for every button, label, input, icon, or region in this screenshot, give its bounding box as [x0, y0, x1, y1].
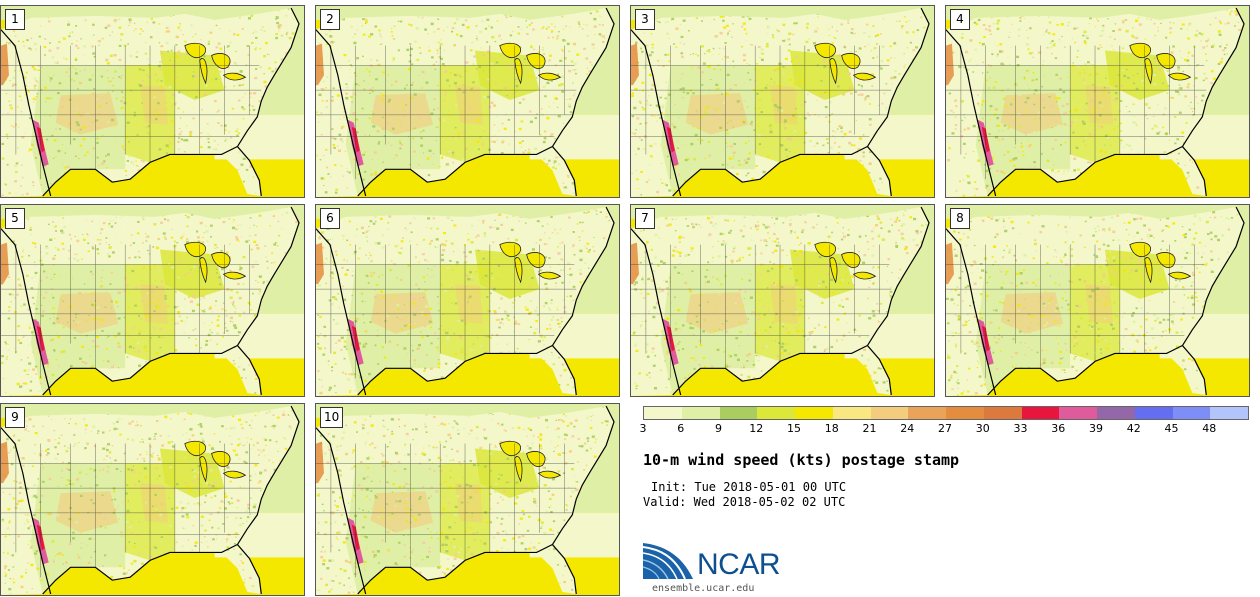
wind-speed-field [946, 205, 1249, 396]
colorbar-swatch [908, 407, 946, 419]
member-number-label: 6 [320, 208, 340, 229]
colorbar-tick-label: 21 [862, 422, 877, 435]
colorbar-tick-label: 39 [1089, 422, 1103, 435]
colorbar-tick-label: 33 [1013, 422, 1028, 435]
product-title: 10-m wind speed (kts) postage stamp [643, 451, 960, 469]
ensemble-member-map-7[interactable]: 7 [630, 204, 935, 397]
colorbar-swatch [946, 407, 984, 419]
colorbar-swatch [681, 407, 720, 419]
colorbar-swatch [795, 407, 833, 419]
colorbar-swatches [643, 406, 1249, 420]
member-number-label: 7 [635, 208, 655, 229]
colorbar-swatch [1059, 407, 1097, 419]
colorbar-tick-label: 27 [938, 422, 952, 435]
colorbar-swatch [983, 407, 1022, 419]
ensemble-member-map-5[interactable]: 5 [0, 204, 305, 397]
ensemble-member-map-8[interactable]: 8 [945, 204, 1250, 397]
colorbar-swatch [1134, 407, 1173, 419]
colorbar-swatch [719, 407, 758, 419]
init-label: Init: [651, 480, 688, 494]
member-number-label: 2 [320, 9, 340, 30]
colorbar-swatch [1172, 407, 1211, 419]
colorbar-tick-label: 48 [1202, 422, 1217, 435]
colorbar-swatch [1097, 407, 1135, 419]
wind-speed-field [631, 205, 934, 396]
init-time: Init: Tue 2018-05-01 00 UTC [651, 480, 846, 494]
colorbar-tick-label: 9 [715, 422, 722, 435]
wind-speed-field [316, 6, 619, 197]
wind-speed-field [316, 404, 619, 595]
member-number-label: 10 [320, 407, 344, 428]
colorbar-tick-label: 24 [900, 422, 915, 435]
ensemble-member-map-2[interactable]: 2 [315, 5, 620, 198]
wind-speed-field [1, 404, 304, 595]
ensemble-member-map-3[interactable]: 3 [630, 5, 935, 198]
valid-value: Wed 2018-05-02 02 UTC [693, 495, 846, 509]
colorbar-swatch [832, 407, 871, 419]
ensemble-member-map-10[interactable]: 10 [315, 403, 620, 596]
colorbar-swatch [644, 407, 682, 419]
ncar-logo-icon [643, 543, 693, 580]
valid-time: Valid: Wed 2018-05-02 02 UTC [643, 495, 845, 509]
wind-speed-field [631, 6, 934, 197]
member-number-label: 3 [635, 9, 655, 30]
member-number-label: 8 [950, 208, 970, 229]
valid-label: Valid: [643, 495, 687, 509]
member-number-label: 9 [5, 407, 25, 428]
colorbar-tick-label: 18 [824, 422, 839, 435]
colorbar-swatch [870, 407, 909, 419]
colorbar-swatch [1021, 407, 1060, 419]
wind-speed-field [1, 6, 304, 197]
member-number-label: 4 [950, 9, 970, 30]
colorbar-tick-label: 42 [1126, 422, 1141, 435]
member-number-label: 1 [5, 9, 25, 30]
wind-speed-field [946, 6, 1249, 197]
wind-speed-field [1, 205, 304, 396]
init-value: Tue 2018-05-01 00 UTC [694, 480, 847, 494]
ensemble-member-map-1[interactable]: 1 [0, 5, 305, 198]
colorbar-tick-label: 12 [749, 422, 764, 435]
colorbar-tick-label: 6 [677, 422, 685, 435]
colorbar-swatch [1210, 407, 1248, 419]
colorbar-tick-label: 3 [639, 422, 647, 435]
colorbar-tick-label: 36 [1051, 422, 1066, 435]
ncar-wordmark: NCAR [697, 548, 781, 581]
ensemble-member-map-9[interactable]: 9 [0, 403, 305, 596]
ensemble-member-map-4[interactable]: 4 [945, 5, 1250, 198]
website-url[interactable]: ensemble.ucar.edu [652, 583, 755, 594]
colorbar-tick-label: 30 [975, 422, 990, 435]
colorbar-swatch [757, 407, 795, 419]
colorbar-tick-label: 15 [787, 422, 801, 435]
wind-speed-field [316, 205, 619, 396]
ensemble-member-map-6[interactable]: 6 [315, 204, 620, 397]
member-number-label: 5 [5, 208, 25, 229]
colorbar-tick-label: 45 [1164, 422, 1179, 435]
